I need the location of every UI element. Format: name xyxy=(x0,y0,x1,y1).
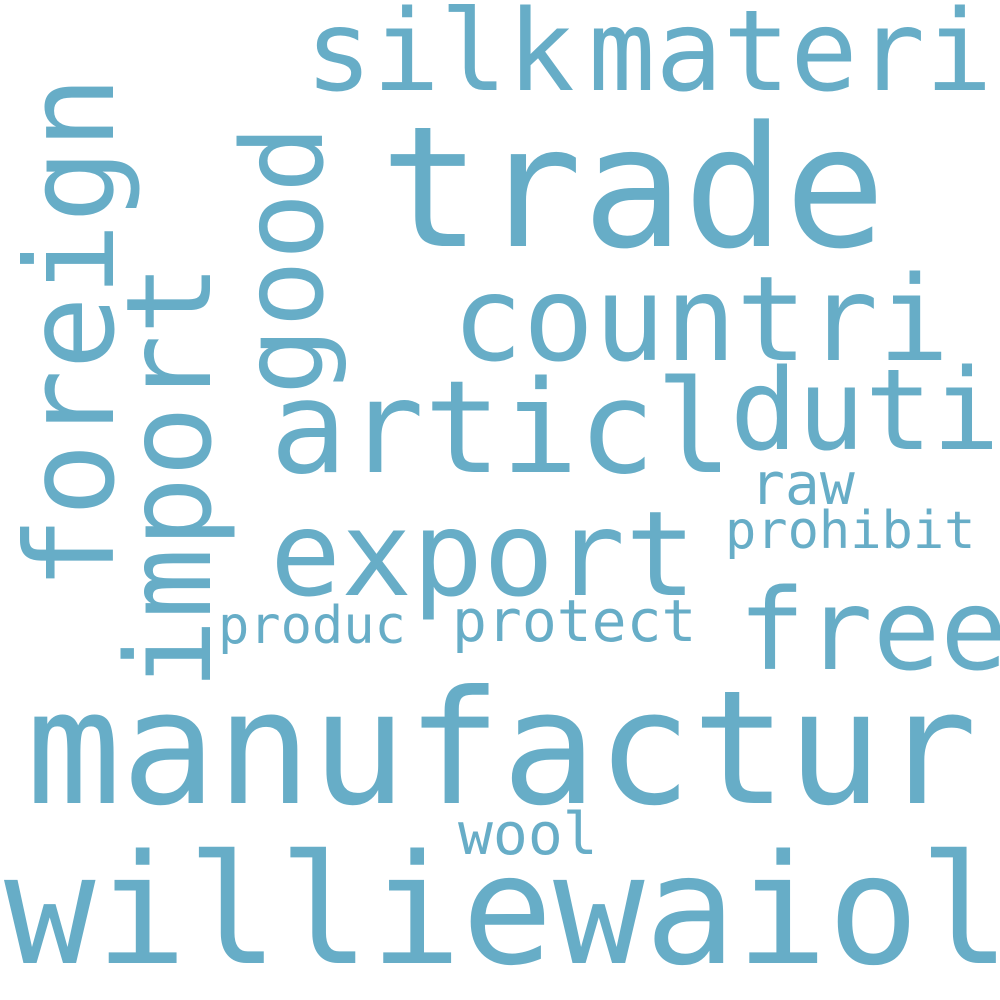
word-protect: protect xyxy=(452,587,697,655)
word-williewaiola: williewaiola xyxy=(4,822,1000,999)
word-articl: articl xyxy=(270,354,733,503)
word-raw: raw xyxy=(750,450,855,518)
word-duti: duti xyxy=(730,346,1000,476)
word-trade: trade xyxy=(380,90,886,286)
word-wool: wool xyxy=(458,800,598,868)
word-free: free xyxy=(738,566,1000,696)
word-countri: countri xyxy=(452,250,950,388)
word-prohibit: prohibit xyxy=(725,501,976,561)
word-materi: materi xyxy=(588,0,993,117)
word-manufactur: manufactur xyxy=(26,657,978,841)
word-silk: silk xyxy=(305,0,575,117)
word-export: export xyxy=(270,485,697,623)
word-import: import xyxy=(100,263,238,690)
word-good: good xyxy=(219,125,349,395)
word-produc: produc xyxy=(218,596,406,656)
